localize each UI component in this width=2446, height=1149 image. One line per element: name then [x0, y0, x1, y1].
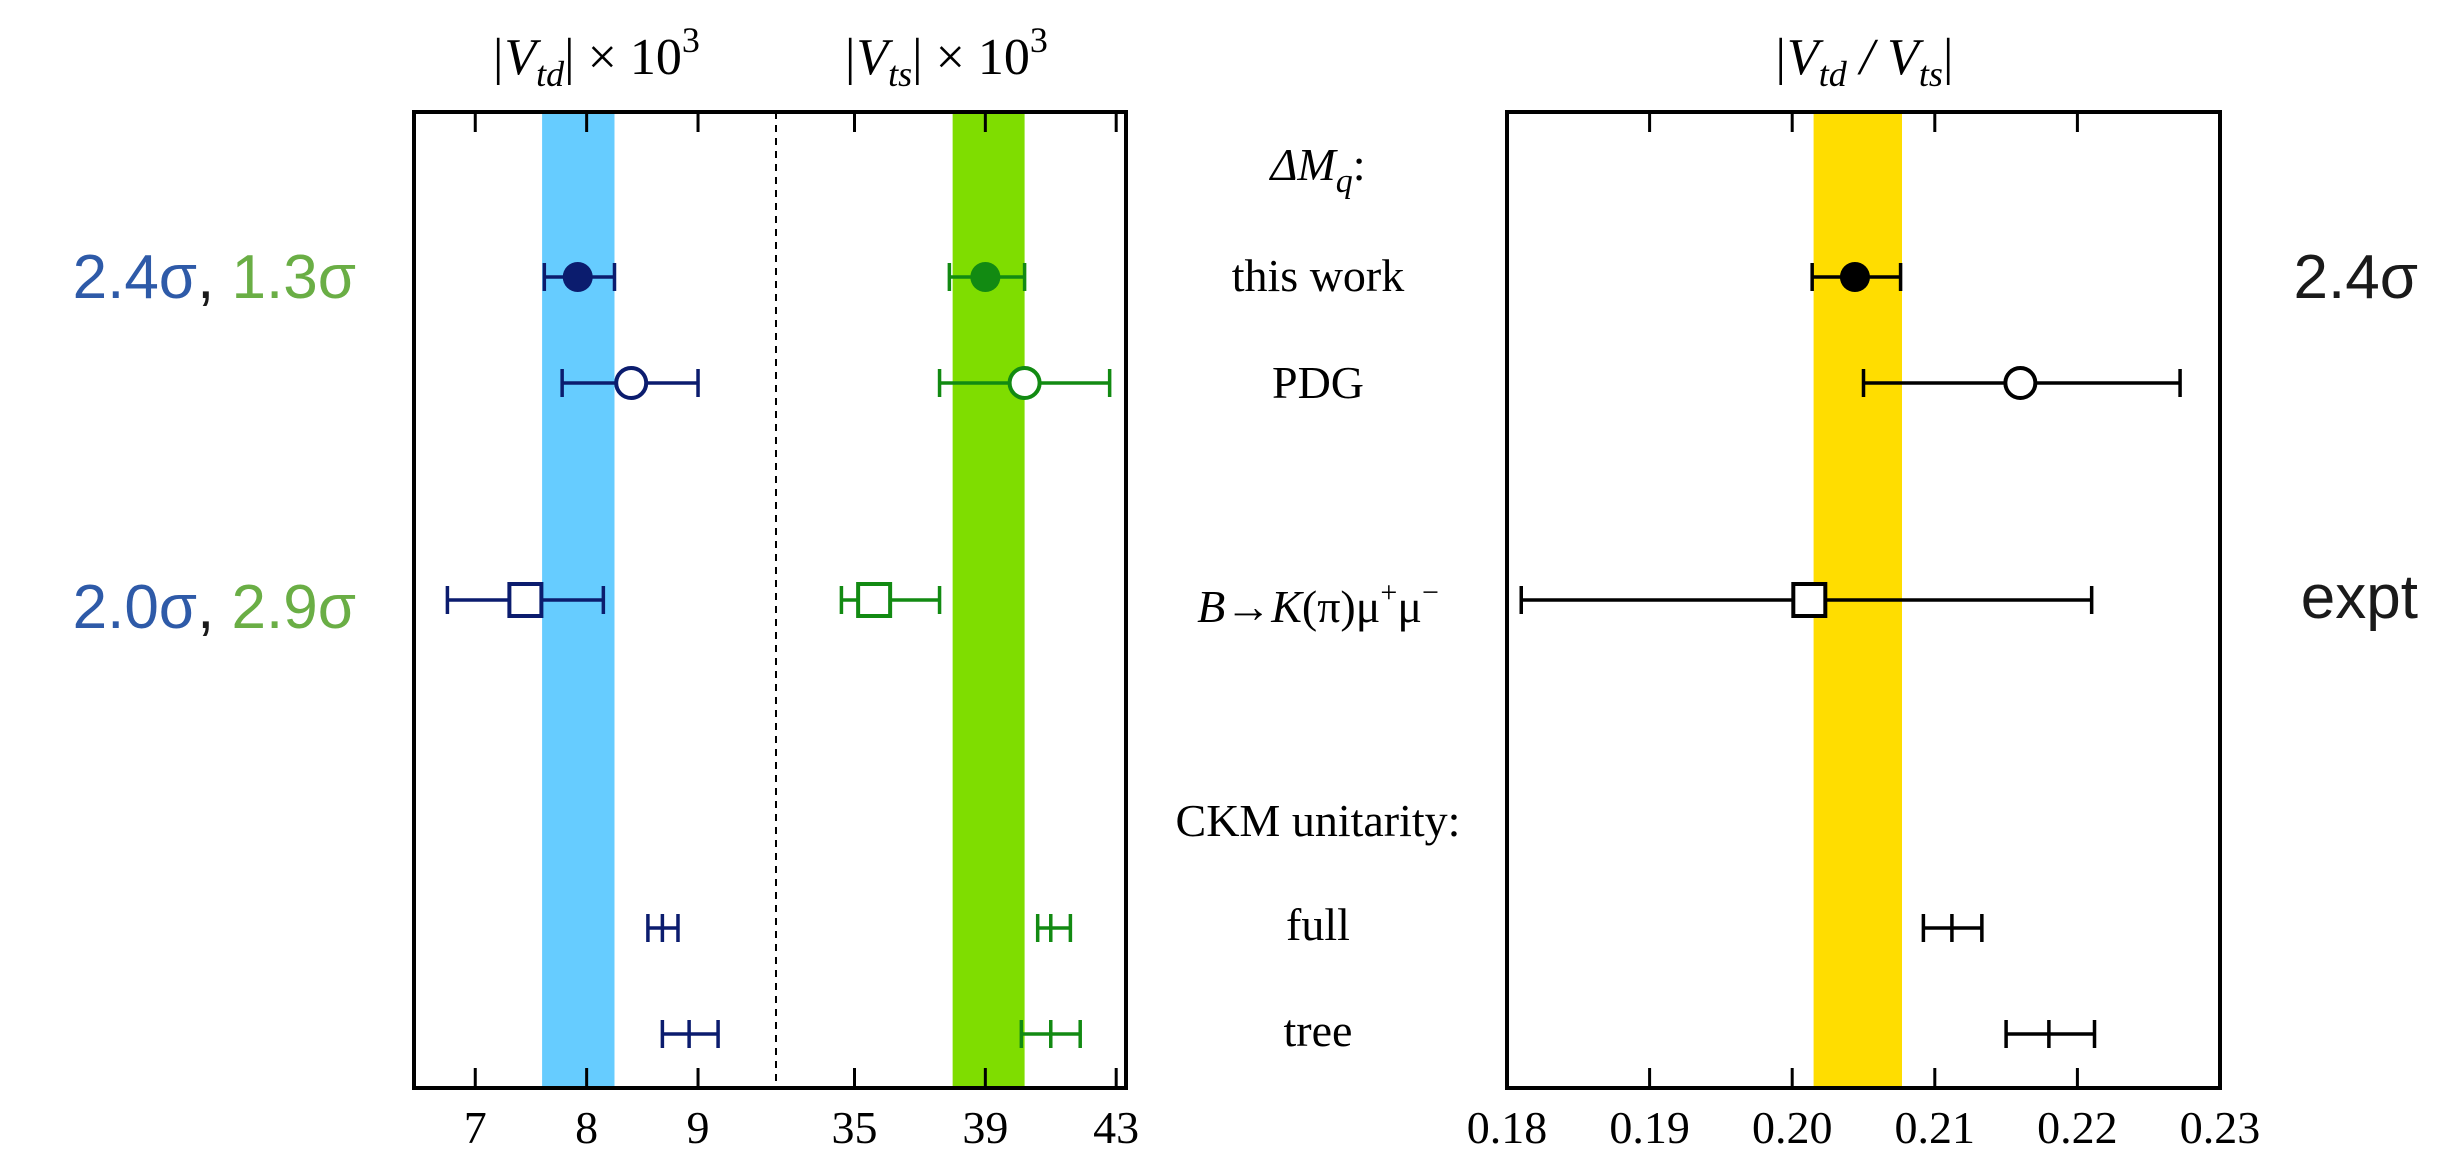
vtd-title-sup: 3 — [682, 20, 700, 60]
ratio-title-tail: | — [1943, 29, 1953, 86]
ratio-point-3 — [1519, 582, 2094, 618]
marker-open-square — [507, 582, 544, 618]
vts-tick-label: 43 — [1093, 1102, 1139, 1149]
vtd-panel-title: |Vtd| × 103 — [490, 20, 700, 94]
ratio-tick-label: 0.21 — [1895, 1102, 1976, 1149]
vts-point-5 — [1019, 1020, 1082, 1048]
marker-open-square — [1791, 582, 1828, 618]
ratio-point-5 — [2004, 1020, 2097, 1048]
bk-sup1: + — [1380, 576, 1397, 609]
axis-ticks: 7 8 9 35 39 43 0.18 0.19 0.20 0.21 0.22 0.23 — [464, 112, 2260, 1149]
dm-header-sub: q — [1336, 163, 1353, 200]
left-tensions: 2.4σ, 1.3σ 2.0σ, 2.9σ — [73, 243, 356, 642]
ratio-point-4 — [1921, 914, 1984, 942]
ratio-point-1 — [1810, 262, 1903, 292]
vtd-point-3 — [445, 582, 606, 618]
ratio-title-main: |V — [1773, 29, 1824, 86]
row-label-tree: tree — [1284, 1005, 1353, 1056]
vts-point-3 — [839, 582, 942, 618]
bk-b: B — [1197, 581, 1225, 632]
marker-open-square — [856, 582, 893, 618]
marker-open-circle — [2003, 366, 2038, 400]
vtd-tick-label: 8 — [575, 1102, 598, 1149]
vts-point-1 — [947, 262, 1027, 292]
vtd-point-2 — [560, 366, 700, 400]
ratio-title-sub2: ts — [1919, 54, 1943, 94]
tension-row-this-work: 2.4σ, 1.3σ — [73, 243, 356, 312]
right-tensions: 2.4σ expt — [2294, 243, 2418, 632]
vts-title-tail: | × 10 — [912, 29, 1030, 86]
ratio-tick-label: 0.22 — [2037, 1102, 2118, 1149]
dm-header-colon: : — [1353, 139, 1366, 190]
vts-tick-label: 35 — [832, 1102, 878, 1149]
ratio-tick-label: 0.18 — [1467, 1102, 1548, 1149]
ratio-tick-label: 0.20 — [1752, 1102, 1833, 1149]
vts-tick-label: 39 — [962, 1102, 1008, 1149]
vts-title-main: |V — [842, 29, 893, 86]
tension-sep-2: , — [197, 573, 231, 642]
bk-k: K — [1270, 581, 1304, 632]
tension-vtd-1: 2.4σ — [73, 243, 197, 312]
vtd-point-4 — [646, 914, 680, 942]
vts-central-band — [952, 112, 1025, 1088]
marker-filled-circle — [970, 262, 1001, 292]
tension-vtd-2: 2.0σ — [73, 573, 197, 642]
left-panel-frame — [412, 110, 1128, 1090]
row-label-this-work: this work — [1232, 250, 1405, 301]
marker-filled-circle — [562, 262, 593, 292]
row-labels: ΔMq: this work PDG B→K(π)μ+μ− CKM unitar… — [1176, 139, 1461, 1056]
tension-sep-1: , — [197, 243, 231, 312]
marker-filled-circle — [1839, 262, 1870, 292]
data-points — [445, 262, 2182, 1048]
ratio-title-mid: / V — [1847, 29, 1924, 86]
bk-mu: μ — [1397, 581, 1422, 632]
tension-row-b-to-k: 2.0σ, 2.9σ — [73, 573, 356, 642]
vts-point-2 — [937, 366, 1112, 400]
vtd-title-tail: | × 10 — [564, 29, 682, 86]
right-panel-frame — [1505, 110, 2222, 1090]
tension-vts-1: 1.3σ — [232, 243, 356, 312]
tension-vts-2: 2.9σ — [232, 573, 356, 642]
ratio-point-2 — [1861, 366, 2182, 400]
vtd-tick-label: 7 — [464, 1102, 487, 1149]
ratio-tick-label: 0.19 — [1609, 1102, 1690, 1149]
vts-title-sup: 3 — [1030, 20, 1048, 60]
vts-title-sub: ts — [888, 54, 912, 94]
row-label-b-to-k-mumu: B→K(π)μ+μ− — [1197, 576, 1439, 632]
dm-header-delta: ΔM — [1268, 139, 1338, 190]
bk-rest: (π)μ — [1302, 581, 1381, 632]
vtd-title-main: |V — [490, 29, 541, 86]
marker-open-circle — [614, 366, 649, 400]
tension-ratio-this-work: 2.4σ — [2294, 243, 2418, 312]
ratio-panel-title: |Vtd / Vts| — [1773, 29, 1954, 94]
bk-sup2: − — [1422, 576, 1439, 609]
tension-ratio-expt: expt — [2301, 563, 2418, 632]
bk-arrow: → — [1225, 581, 1271, 632]
vtd-point-5 — [660, 1020, 720, 1048]
row-label-full: full — [1286, 899, 1350, 950]
vts-point-4 — [1035, 914, 1073, 942]
row-label-pdg: PDG — [1272, 357, 1364, 408]
ratio-tick-label: 0.23 — [2180, 1102, 2261, 1149]
marker-open-circle — [1007, 366, 1042, 400]
dm-header-label: ΔMq: — [1268, 139, 1365, 200]
vts-panel-title: |Vts| × 103 — [842, 20, 1048, 94]
vtd-tick-label: 9 — [687, 1102, 710, 1149]
ratio-title-sub: td — [1819, 54, 1848, 94]
vtd-title-sub: td — [536, 54, 565, 94]
ckm-header-label: CKM unitarity: — [1176, 795, 1461, 846]
vtd-point-1 — [542, 262, 617, 292]
